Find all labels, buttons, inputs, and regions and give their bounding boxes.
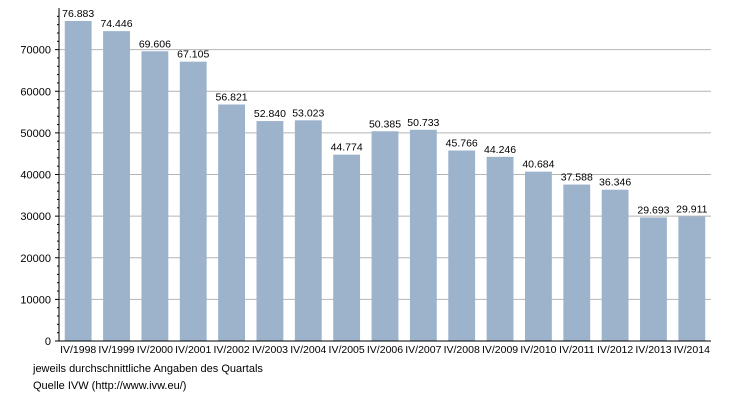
bar bbox=[678, 216, 706, 341]
bar bbox=[218, 104, 246, 341]
y-tick-label: 50000 bbox=[20, 128, 51, 140]
y-tick-label: 0 bbox=[45, 336, 51, 348]
y-tick-label: 10000 bbox=[20, 294, 51, 306]
y-tick-label: 70000 bbox=[20, 45, 51, 57]
x-tick-label: IV/2011 bbox=[559, 344, 595, 356]
data-label: 50.385 bbox=[369, 118, 401, 130]
data-label: 44.774 bbox=[331, 142, 363, 154]
x-tick-label: IV/2008 bbox=[444, 344, 480, 356]
x-tick-label: IV/2001 bbox=[175, 344, 211, 356]
source-note: Quelle IVW (http://www.ivw.eu/) bbox=[33, 380, 187, 392]
x-tick-label: IV/2012 bbox=[597, 344, 633, 356]
x-tick-label: IV/1998 bbox=[60, 344, 96, 356]
bar bbox=[601, 189, 629, 341]
bar bbox=[103, 31, 130, 341]
bar bbox=[141, 51, 169, 342]
data-label: 37.588 bbox=[561, 172, 593, 184]
x-tick-label: IV/2004 bbox=[290, 344, 326, 356]
bar bbox=[294, 120, 322, 341]
x-tick-label: IV/2010 bbox=[520, 344, 556, 356]
y-tick-label: 40000 bbox=[20, 170, 51, 182]
x-tick-label: IV/2014 bbox=[674, 344, 710, 356]
bar bbox=[64, 20, 92, 341]
data-label: 44.246 bbox=[484, 144, 516, 156]
bar bbox=[371, 131, 399, 341]
bar bbox=[524, 171, 552, 341]
data-label: 45.766 bbox=[446, 137, 478, 149]
x-tick-label: IV/2009 bbox=[482, 344, 518, 356]
x-tick-label: IV/2002 bbox=[213, 344, 249, 356]
bar bbox=[409, 129, 437, 341]
footnote: jeweils durchschnittliche Angaben des Qu… bbox=[33, 363, 263, 375]
bar bbox=[563, 184, 591, 341]
x-tick-label: IV/2013 bbox=[635, 344, 671, 356]
x-tick-label: IV/1999 bbox=[98, 344, 134, 356]
bar bbox=[179, 61, 207, 341]
data-label: 67.105 bbox=[177, 49, 209, 61]
data-label: 76.883 bbox=[62, 8, 94, 20]
x-tick-label: IV/2006 bbox=[367, 344, 403, 356]
data-label: 52.840 bbox=[254, 108, 286, 120]
data-label: 36.346 bbox=[599, 177, 631, 189]
data-label: 29.693 bbox=[637, 204, 669, 216]
data-label: 69.606 bbox=[139, 38, 171, 50]
x-tick-label: IV/2005 bbox=[329, 344, 365, 356]
bar bbox=[333, 154, 361, 341]
data-label: 29.911 bbox=[676, 203, 707, 215]
y-tick-label: 30000 bbox=[20, 211, 51, 223]
bar bbox=[448, 150, 476, 341]
bar bbox=[640, 217, 667, 341]
data-label: 50.733 bbox=[407, 117, 439, 129]
bar bbox=[486, 156, 514, 341]
x-tick-label: IV/2007 bbox=[405, 344, 441, 356]
data-label: 56.821 bbox=[216, 91, 248, 103]
data-label: 53.023 bbox=[292, 107, 324, 119]
x-tick-label: IV/2000 bbox=[137, 344, 173, 356]
y-tick-label: 60000 bbox=[20, 86, 51, 98]
x-tick-label: IV/2003 bbox=[252, 344, 288, 356]
bar bbox=[256, 121, 284, 341]
data-label: 40.684 bbox=[522, 159, 554, 171]
data-label: 74.446 bbox=[100, 18, 132, 30]
y-tick-label: 20000 bbox=[20, 253, 51, 265]
